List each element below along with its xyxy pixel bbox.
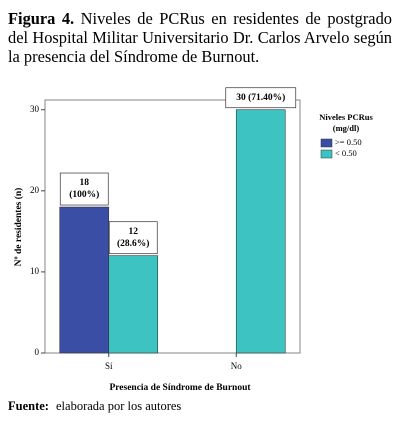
value-label: (100%) xyxy=(69,189,99,200)
legend-title: Niveles PCRus xyxy=(319,112,373,122)
y-axis-label: Nº de residentes (n) xyxy=(13,188,24,267)
value-label: 30 (71.40%) xyxy=(236,92,285,103)
x-tick-label: Sí xyxy=(105,361,113,371)
value-label-box xyxy=(59,172,109,206)
y-tick-label: 0 xyxy=(35,347,40,357)
y-tick-label: 30 xyxy=(30,104,40,114)
bar xyxy=(108,255,159,354)
y-tick-label: 10 xyxy=(30,266,40,276)
value-label: (28.6%) xyxy=(117,238,149,249)
legend-title: (mg/dl) xyxy=(333,123,360,133)
x-tick-label: No xyxy=(231,361,242,371)
bar xyxy=(59,206,110,354)
value-label-box xyxy=(225,87,297,109)
plot-frame xyxy=(44,99,301,354)
legend-swatch xyxy=(320,149,333,159)
value-label-box xyxy=(108,221,158,255)
caption: Figura 4. Niveles de PCRus en residentes… xyxy=(8,9,392,66)
source-label: Fuente: xyxy=(8,399,49,413)
x-axis-label: Presencia de Síndrome de Burnout xyxy=(109,383,251,393)
source: elaborada por los autores xyxy=(56,399,181,413)
legend-label: < 0.50 xyxy=(335,148,357,158)
y-tick-label: 20 xyxy=(30,185,40,195)
chart-title: Niveles de PCRus en residentes de postgr… xyxy=(8,9,392,66)
caption-label: Figura 4. xyxy=(8,9,75,28)
legend-swatch xyxy=(320,138,333,148)
bar xyxy=(235,109,286,354)
value-label: 18 xyxy=(80,178,90,188)
legend-label: >= 0.50 xyxy=(335,137,362,147)
value-label: 12 xyxy=(129,227,139,237)
